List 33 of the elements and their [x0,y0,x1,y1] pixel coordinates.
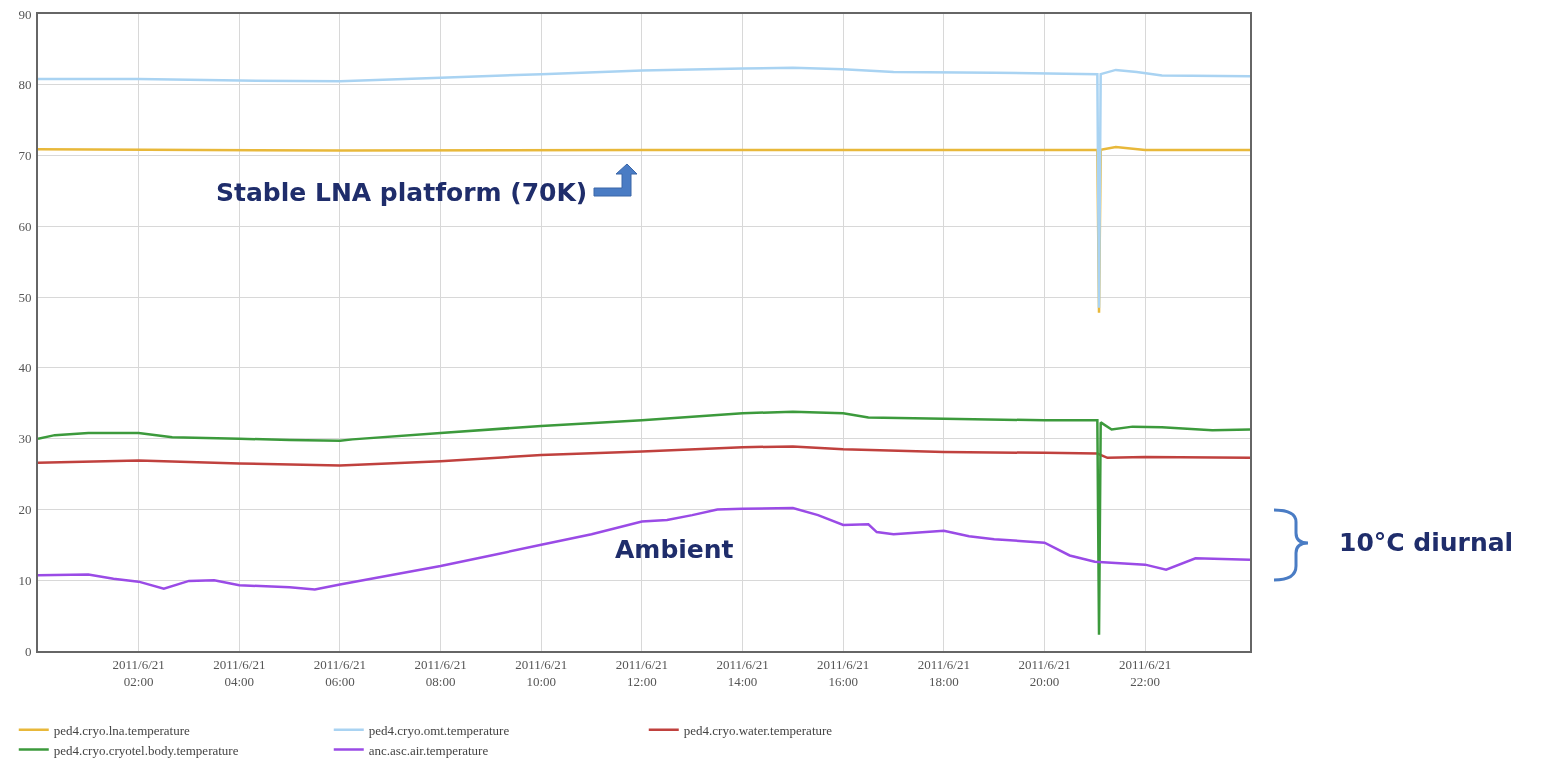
legend-label: ped4.cryo.water.temperature [683,722,833,738]
x-tick-label: 2011/6/21 20:00 [1018,656,1071,689]
y-tick-label: 80 [18,77,32,93]
x-tick-label: 2011/6/21 22:00 [1119,656,1172,689]
line-series [38,506,1250,591]
legend-label: ped4.cryo.omt.temperature [368,722,510,738]
y-tick-label: 10 [18,572,32,588]
x-tick-label: 2011/6/21 08:00 [414,656,467,689]
legend-label: ped4.cryo.cryotel.body.temperature [53,742,239,758]
line-series [38,66,1250,309]
line-series [38,445,1250,467]
y-tick-label: 0 [24,643,32,659]
x-tick-label: 2011/6/21 04:00 [213,656,266,689]
y-tick-label: 20 [18,501,32,517]
y-tick-label: 30 [18,431,32,447]
legend-label: ped4.cryo.lna.temperature [53,722,191,738]
x-tick-label: 2011/6/21 10:00 [515,656,568,689]
y-tick-label: 70 [18,148,32,164]
x-tick-label: 2011/6/21 16:00 [817,656,870,689]
y-tick-label: 60 [18,218,32,234]
line-series [38,410,1250,636]
y-tick-label: 50 [18,289,32,305]
y-tick-label: 90 [18,6,32,22]
legend-label: anc.asc.air.temperature [368,742,489,758]
text: 10°C diurnal [1339,528,1514,557]
x-tick-label: 2011/6/21 12:00 [615,656,669,689]
y-tick-label: 40 [18,360,32,376]
x-tick-label: 2011/6/21 18:00 [917,656,970,689]
annotation: Stable LNA platform (70K) [216,178,588,207]
x-tick-label: 2011/6/21 06:00 [313,656,367,689]
x-tick-label: 2011/6/21 02:00 [112,656,165,689]
annotation: Ambient [615,535,734,564]
x-tick-label: 2011/6/21 14:00 [716,656,769,689]
